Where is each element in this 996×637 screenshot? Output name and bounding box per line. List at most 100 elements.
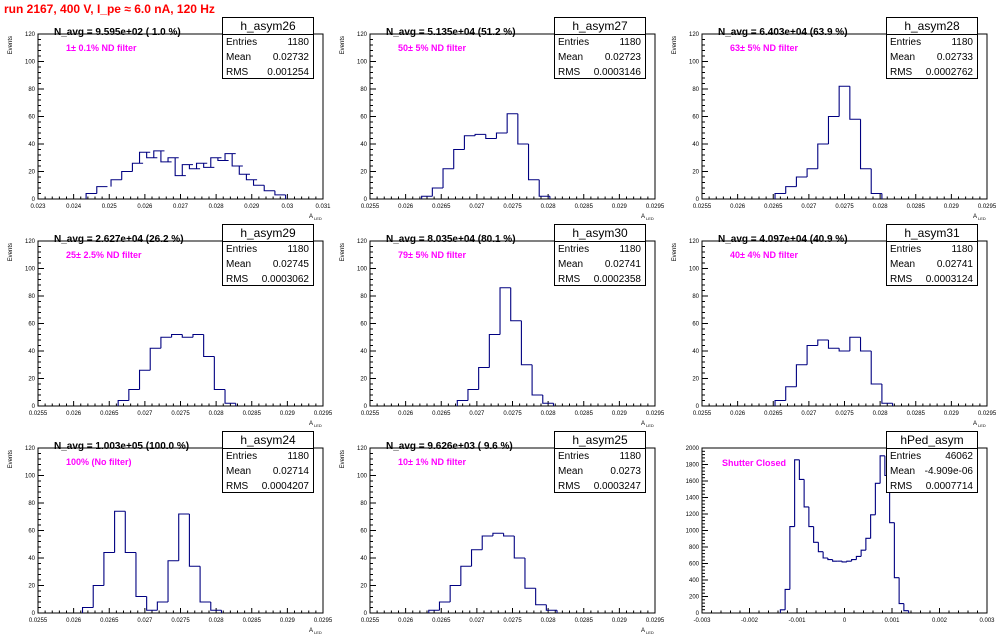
x-tick-label: 0.023 [30,204,46,210]
histogram-bin [135,552,147,598]
x-axis-title-subscript: LED [314,423,322,428]
histogram-bin [460,565,472,586]
histogram-panel-h_asym30: 0.0255 0.026 0.0265 0.027 0.0275 0.028 0.0285 0… [332,223,664,430]
stats-row-mean: Mean 0.02741 [887,257,977,272]
y-axis-title: Events [672,36,678,54]
stats-row-entries: Entries 1180 [223,35,313,50]
x-tick-label: 0.0265 [432,411,451,417]
y-tick-label: 80 [360,501,367,507]
stats-row-mean: Mean 0.0273 [555,464,645,479]
histogram-bin [513,536,525,559]
histogram-bins [421,113,551,199]
stats-row-mean: Mean 0.02741 [555,257,645,272]
histogram-bin [128,388,140,401]
histogram-bin [893,522,900,579]
histogram-bin [903,603,909,612]
x-tick-label: 0.028 [873,204,889,210]
histogram-panel-h_asym25: 0.0255 0.026 0.0265 0.027 0.0275 0.028 0.0285 0… [332,430,664,637]
stats-label-rms: RMS [226,481,249,492]
x-axis-title-subscript: LED [314,216,322,221]
histogram-bin [832,559,838,562]
x-tick-label: 0.026 [398,618,414,624]
x-tick-label: 0.0255 [693,204,712,210]
histogram-bin [495,132,508,139]
histogram-name: h_asym30 [555,225,645,242]
x-tick-label: 0.027 [469,411,485,417]
histogram-bin [881,384,893,404]
histogram-bin [167,560,179,602]
y-axis-title: Events [340,36,346,54]
stats-label-mean: Mean [226,466,252,477]
histogram-bin [879,455,885,484]
stats-value-rms: 0.0003062 [261,274,309,285]
histogram-bin [798,459,805,480]
stats-row-entries: Entries 1180 [887,242,977,257]
histogram-bin [492,532,504,536]
stats-value-entries: 1180 [619,451,641,462]
y-axis-title: Events [8,36,14,54]
y-tick-label: 120 [357,446,368,452]
histogram-bin [520,320,533,366]
histogram-bin [838,85,850,117]
x-tick-label: 0.0265 [100,411,119,417]
histogram-bin [795,176,808,187]
y-axis-title: Events [340,450,346,468]
stats-row-mean: Mean 0.02714 [223,464,313,479]
x-tick-label: 0.028 [873,411,889,417]
histogram-name: h_asym31 [887,225,977,242]
stats-row-rms: RMS 0.0003062 [223,272,313,287]
y-tick-label: 60 [360,322,367,328]
x-axis-title: A [641,214,645,220]
stats-label-mean: Mean [226,259,252,270]
stats-box: h_asym25 Entries 1180 Mean 0.0273 RMS 0.000324… [554,431,646,493]
histogram-bin [849,86,861,120]
y-tick-label: 400 [689,578,700,584]
stats-value-rms: 0.0003124 [925,274,973,285]
histogram-bin [851,559,857,562]
n-avg-label: N_avg = 4.097e+04 (40.9 %) [718,234,848,245]
histogram-bin [449,584,461,602]
histogram-bin [806,344,818,365]
histogram-bin [817,339,829,346]
x-tick-label: 0.0255 [693,411,712,417]
stats-value-entries: 1180 [287,244,309,255]
histogram-name: h_asym27 [555,18,645,35]
x-tick-label: 0.0295 [314,411,332,417]
histogram-bin [478,366,490,390]
stats-label-mean: Mean [226,52,252,63]
x-tick-label: 0.0295 [646,411,664,417]
histogram-bin [774,399,786,406]
histogram-panel-h_asym26: 0.023 0.024 0.025 0.026 0.027 0.028 0.029 0.03 0… [0,16,332,223]
n-avg-label: N_avg = 1.003e+05 (100.0 %) [54,441,190,452]
y-tick-label: 1400 [686,496,700,502]
histogram-bin [813,526,819,543]
histogram-panel-h_asym28: 0.0255 0.026 0.0265 0.027 0.0275 0.028 0.0285 0… [664,16,996,223]
y-tick-label: 20 [360,170,367,176]
y-tick-label: 40 [28,142,35,148]
x-tick-label: -0.003 [693,618,711,624]
histogram-bin [779,609,786,613]
histogram-bin [470,549,483,567]
x-tick-label: 0.027 [137,618,153,624]
stats-row-entries: Entries 1180 [555,35,645,50]
y-tick-label: 40 [692,142,699,148]
x-tick-label: 0.0265 [764,411,783,417]
stats-label-entries: Entries [558,451,590,462]
stats-box: h_asym27 Entries 1180 Mean 0.02723 RMS 0.00031… [554,17,646,79]
y-tick-label: 200 [689,595,700,601]
histogram-bin [846,560,852,562]
stats-label-entries: Entries [890,37,922,48]
histogram-panel-h_asym27: 0.0255 0.026 0.0265 0.027 0.0275 0.028 0.0285 0… [332,16,664,223]
histogram-bin [859,119,872,170]
histogram-bin [803,479,809,508]
x-axis-title-subscript: LED [314,630,322,635]
stats-label-mean: Mean [890,259,916,270]
histogram-bin [538,179,550,197]
histogram-bin [463,135,476,150]
x-tick-label: 0.0275 [503,204,522,210]
x-tick-label: 0.0255 [361,411,380,417]
stats-row-rms: RMS 0.0004207 [223,479,313,494]
stats-row-rms: RMS 0.0002358 [555,272,645,287]
y-tick-label: 0 [32,197,36,203]
x-axis-title: A [309,214,313,220]
